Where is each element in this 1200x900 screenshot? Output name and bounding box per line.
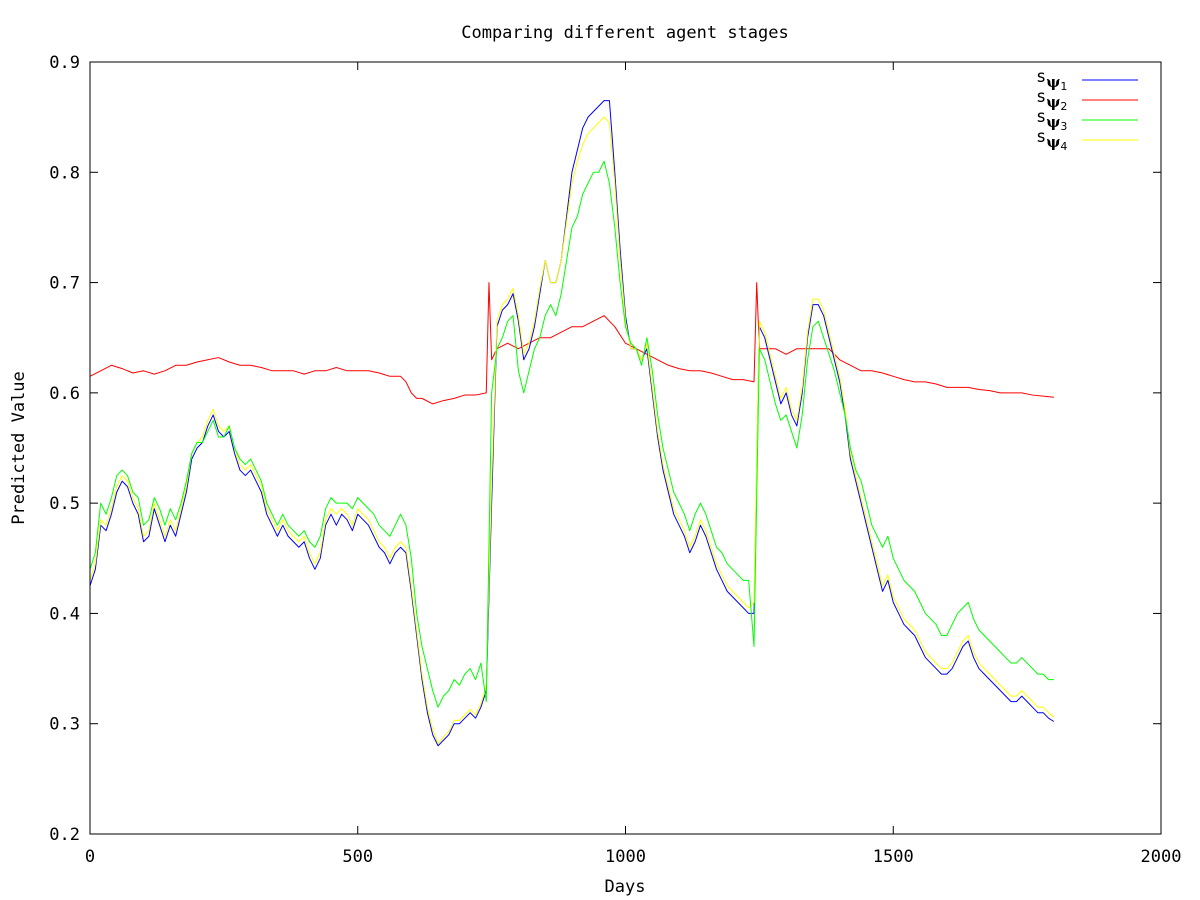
ticks-layer: 0 500 1000 1500 2000 0.2 0.3 0.4 0.5 0.6 0.7 0.8 0.9 <box>49 53 1181 867</box>
y-tick-label: 0.5 <box>49 494 80 514</box>
legend-entry-4: sψ4 <box>1036 127 1138 153</box>
x-tick-label: 500 <box>342 847 373 867</box>
x-tick-label: 2000 <box>1141 847 1182 867</box>
x-axis-label: Days <box>605 877 646 897</box>
legend-entry-3: sψ3 <box>1036 107 1138 133</box>
y-tick-label: 0.9 <box>49 53 80 73</box>
legend-entry-1: sψ1 <box>1036 67 1138 93</box>
legend-label: sψ1 <box>1036 67 1067 93</box>
y-tick-label: 0.3 <box>49 715 80 735</box>
chart-title: Comparing different agent stages <box>461 23 789 43</box>
series-layer <box>89 100 1055 747</box>
legend-label: sψ4 <box>1036 127 1067 153</box>
series-line-4 <box>89 116 1055 745</box>
y-tick-label: 0.4 <box>49 604 80 624</box>
x-tick-label: 1000 <box>605 847 646 867</box>
y-tick-label: 0.8 <box>49 163 80 183</box>
y-axis-label: Predicted Value <box>9 371 29 525</box>
legend-label: sψ2 <box>1036 87 1067 113</box>
x-tick-label: 0 <box>85 847 95 867</box>
x-tick-label: 1500 <box>873 847 914 867</box>
plot-frame <box>89 61 1162 835</box>
series-line-2 <box>89 282 1054 405</box>
series-line-1 <box>89 100 1055 747</box>
y-tick-label: 0.7 <box>49 274 80 294</box>
series-line-3 <box>89 160 1054 708</box>
legend-entry-2: sψ2 <box>1036 87 1138 113</box>
y-tick-label: 0.6 <box>49 384 80 404</box>
y-tick-label: 0.2 <box>49 825 80 845</box>
legend-label: sψ3 <box>1036 107 1067 133</box>
